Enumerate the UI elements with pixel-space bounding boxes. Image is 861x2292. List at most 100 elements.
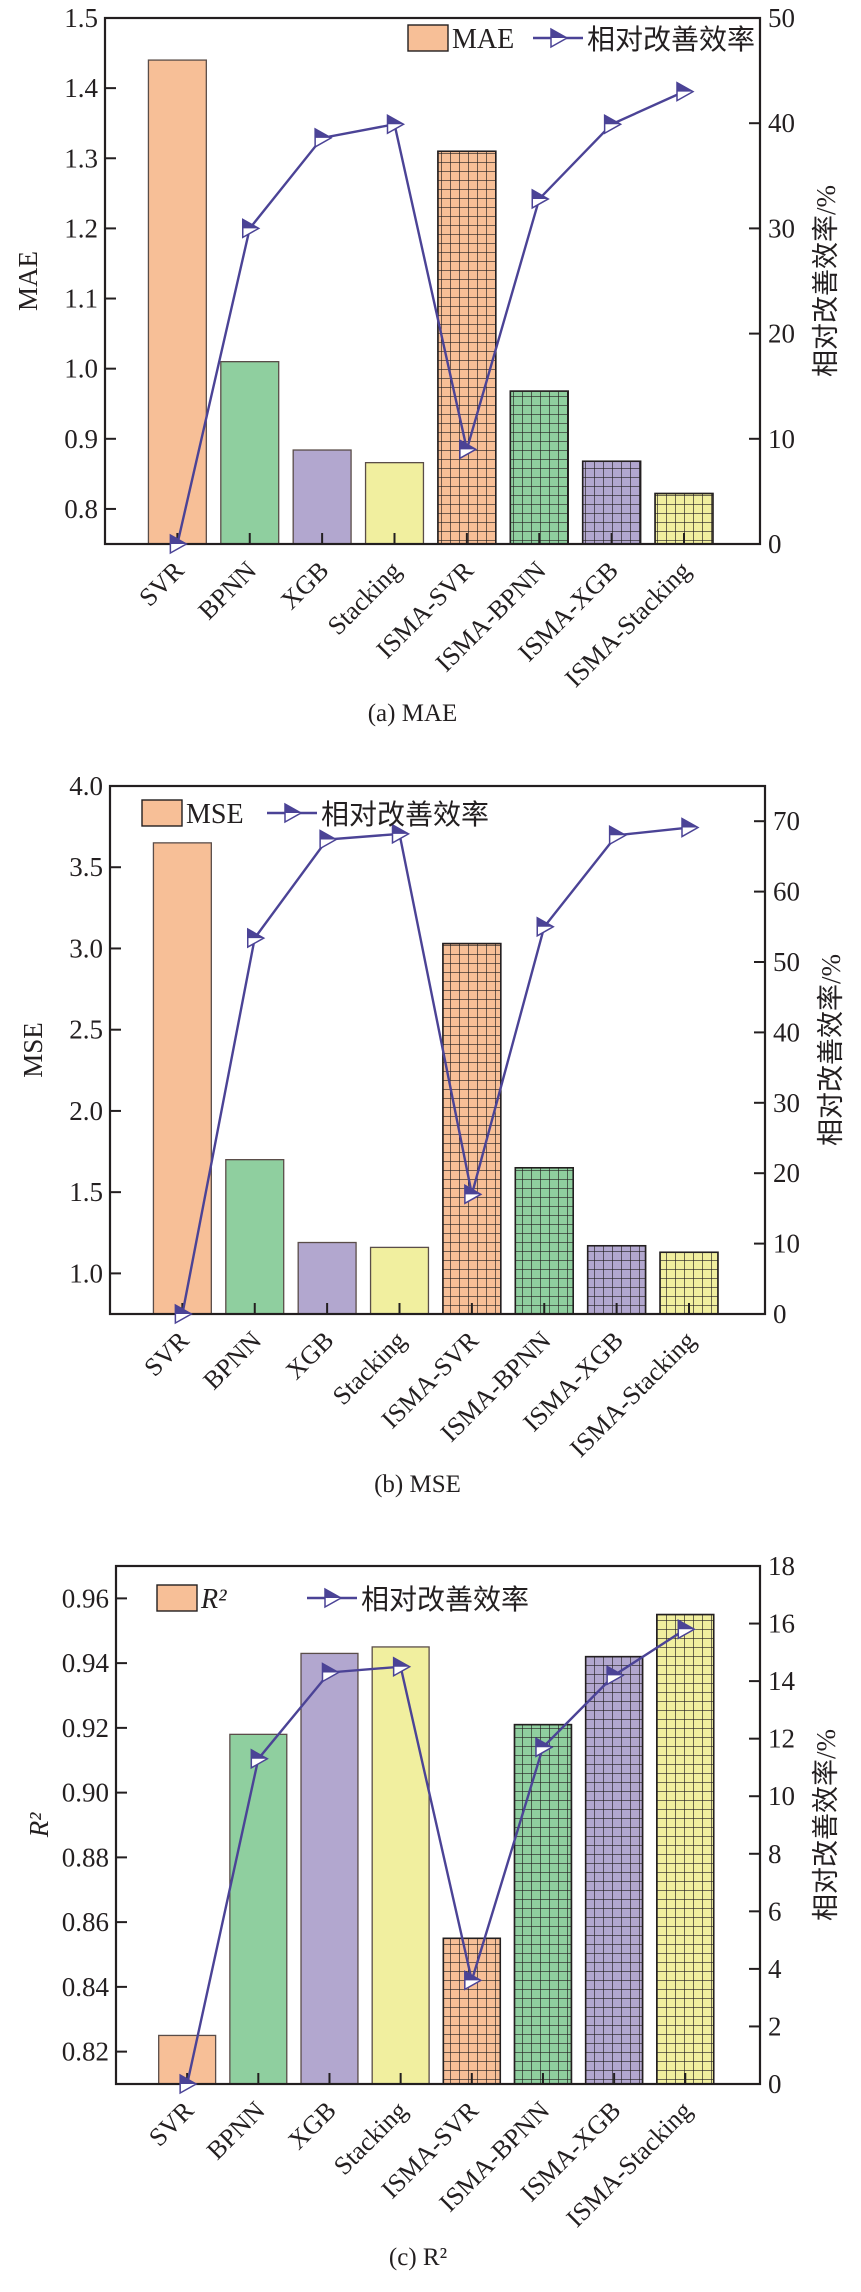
plot-frame <box>114 1564 762 2086</box>
y2-tick-label: 6 <box>768 1896 782 1926</box>
line-marker-fill <box>678 1620 695 1630</box>
y-tick-label: 0.90 <box>62 1778 109 1808</box>
y2-tick-label: 40 <box>768 108 795 138</box>
line-marker-fill <box>322 1663 339 1673</box>
y-tick-label: 4.0 <box>69 771 103 801</box>
line-marker-fill <box>464 1971 481 1981</box>
bar-xgb <box>292 449 352 545</box>
y2-axis-title: 相对改善效率/% <box>811 185 841 377</box>
chart-1: 0.8 0.9 1.0 1.1 1.2 1.3 1.4 1.5 0 10 20 30 40 50 SVR BP… <box>13 3 841 727</box>
y2-tick-label: 20 <box>773 1158 800 1188</box>
line-marker-fill <box>537 917 554 927</box>
improvement-line <box>176 90 685 545</box>
bar-hatch-isma-svr <box>437 150 497 545</box>
bar-xgb <box>297 1241 357 1315</box>
y2-tick-label: 10 <box>773 1229 800 1259</box>
x-tick-label: XGB <box>280 1326 339 1385</box>
y-tick-label: 3.5 <box>69 852 103 882</box>
x-tick-label: SVR <box>138 1325 195 1382</box>
line-marker-fill <box>242 219 259 229</box>
legend-swatch-bar <box>407 24 449 52</box>
line-marker-fill <box>175 1305 192 1314</box>
y-tick-label: 0.82 <box>62 2037 109 2067</box>
y2-tick-label: 12 <box>768 1724 795 1754</box>
y2-tick-label: 50 <box>768 3 795 33</box>
x-tick-label: XGB <box>275 556 334 615</box>
y-axis-title: R² <box>24 1812 54 1838</box>
line-marker-fill <box>682 818 699 828</box>
line-marker-fill <box>535 1738 552 1748</box>
line-marker-fill <box>604 115 621 125</box>
plot-frame <box>103 16 762 546</box>
y2-tick-label: 0 <box>768 529 782 559</box>
bar-stacking <box>371 1646 430 2085</box>
y-tick-label: 0.8 <box>64 494 98 524</box>
y-tick-label: 1.2 <box>64 213 98 243</box>
y-tick-label: 2.0 <box>69 1096 103 1126</box>
y-tick-label: 2.5 <box>69 1015 103 1045</box>
line-marker-fill <box>532 189 549 199</box>
bar-hatch-isma-stacking <box>656 1613 715 2085</box>
x-tick-label: SVR <box>143 2095 200 2152</box>
y-tick-label: 1.4 <box>64 73 98 103</box>
bar-hatch-isma-xgb <box>584 1655 644 2085</box>
y-tick-label: 3.0 <box>69 933 103 963</box>
line-marker-fill <box>247 929 264 939</box>
chart-2: 1.0 1.5 2.0 2.5 3.0 3.5 4.0 0 10 20 30 40 50 60 70 SVR B… <box>18 771 846 1498</box>
legend: MAE 相对改善效率 <box>407 24 755 56</box>
y-tick-label: 1.5 <box>64 3 98 33</box>
y2-axis-title: 相对改善效率/% <box>816 954 846 1146</box>
improvement-line <box>185 1628 686 2085</box>
y-tick-label: 0.86 <box>62 1907 109 1937</box>
y2-tick-label: 0 <box>773 1299 787 1329</box>
y2-tick-label: 30 <box>768 213 795 243</box>
bar-hatch-isma-bpnn <box>509 390 570 545</box>
legend: R² 相对改善效率 <box>156 1584 529 1616</box>
x-tick-label: XGB <box>282 2096 341 2155</box>
y-tick-label: 0.84 <box>62 1972 110 2002</box>
bar-hatch-isma-xgb <box>581 460 642 545</box>
y2-tick-label: 30 <box>773 1088 800 1118</box>
legend-label-bar: MSE <box>186 799 244 830</box>
legend-label-bar: MAE <box>452 24 514 55</box>
figure-caption: (b) MSE <box>374 1471 461 1498</box>
legend-marker-fill <box>285 804 301 813</box>
legend: MSE 相对改善效率 <box>141 799 489 831</box>
x-tick-label: SVR <box>133 555 190 612</box>
y2-tick-label: 16 <box>768 1609 795 1639</box>
y2-tick-label: 70 <box>773 806 800 836</box>
bar-svr <box>152 842 212 1315</box>
y2-tick-label: 2 <box>768 2011 782 2041</box>
bar-hatch-isma-bpnn <box>513 1723 573 2085</box>
bar-hatch-isma-xgb <box>586 1244 647 1315</box>
y2-tick-label: 60 <box>773 877 800 907</box>
x-tick-label: ISMA-Stacking <box>561 2096 698 2233</box>
bar-svr <box>147 59 207 545</box>
figure-caption: (c) R² <box>389 2244 447 2271</box>
legend-swatch-bar <box>156 1584 198 1612</box>
y-tick-label: 1.0 <box>69 1258 103 1288</box>
legend-marker-fill <box>325 1589 341 1598</box>
x-tick-label: ISMA-Stacking <box>564 1326 701 1463</box>
y2-tick-label: 10 <box>768 1781 795 1811</box>
y2-tick-label: 4 <box>768 1954 782 1984</box>
y2-tick-label: 18 <box>768 1551 795 1581</box>
y-tick-label: 0.88 <box>62 1842 109 1872</box>
line-marker-fill <box>393 1657 410 1667</box>
x-tick-label: BPNN <box>197 1326 267 1396</box>
bar-bpnn <box>229 1733 288 2085</box>
y-tick-label: 0.9 <box>64 424 98 454</box>
line-marker-fill <box>180 2075 197 2084</box>
legend-label-line: 相对改善效率 <box>321 799 489 831</box>
y-tick-label: 0.94 <box>62 1648 110 1678</box>
chart-3: 0.82 0.84 0.86 0.88 0.90 0.92 0.94 0.96 0 2 4 6 8 10 1… <box>24 1551 841 2271</box>
bar-bpnn <box>220 361 280 545</box>
y-tick-label: 1.5 <box>69 1177 103 1207</box>
y-tick-label: 1.1 <box>64 284 98 314</box>
y2-tick-label: 10 <box>768 424 795 454</box>
bar-bpnn <box>225 1159 285 1315</box>
improvement-line <box>181 826 690 1315</box>
y-axis-title: MAE <box>13 251 43 311</box>
plot-frame <box>108 784 767 1316</box>
line-marker-fill <box>677 82 694 92</box>
